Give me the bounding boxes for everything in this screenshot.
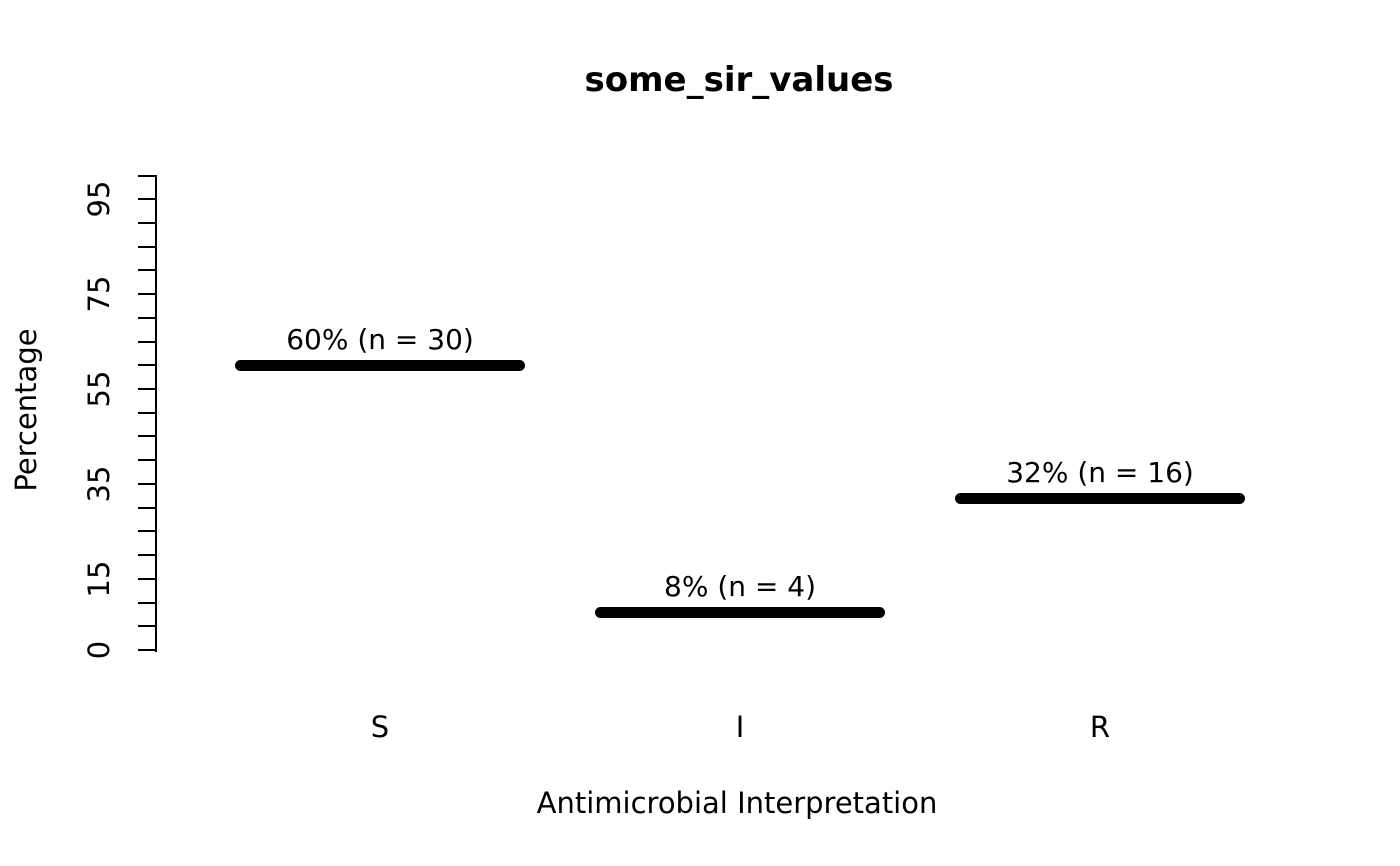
y-axis-tick [138,530,157,533]
y-axis-line [155,175,157,652]
bar-value-label-I: 8% (n = 4) [664,570,816,604]
y-axis-tick [138,364,157,367]
bar-R [955,492,1245,504]
y-axis-tick [138,174,157,177]
y-axis-tick [138,601,157,604]
y-axis-tick [138,482,157,485]
y-axis-tick [138,649,157,651]
y-axis-tick [138,388,157,391]
bar-I [595,606,885,618]
y-axis-tick [138,554,157,557]
bar-value-label-S: 60% (n = 30) [286,323,474,357]
bar-S [235,359,525,371]
y-axis-tick [138,459,157,462]
y-axis-tick-label: 95 [82,180,116,218]
y-axis-tick [138,198,157,201]
x-category-label-R: R [1089,710,1111,744]
y-axis-tick [138,316,157,319]
x-category-label-I: I [735,710,745,744]
x-category-label-S: S [370,710,390,744]
y-axis-tick-label: 35 [82,465,116,503]
y-axis-tick [138,506,157,509]
chart-title: some_sir_values [584,60,894,100]
bar-value-label-R: 32% (n = 16) [1006,456,1194,490]
y-axis-tick-label: 75 [82,275,116,313]
y-axis-tick [138,625,157,628]
y-axis-tick-label: 15 [82,560,116,598]
y-axis-tick [138,577,157,580]
y-axis-tick [138,435,157,438]
y-axis-tick [138,293,157,296]
y-axis-tick [138,245,157,248]
y-axis-tick [138,411,157,414]
y-axis-tick [138,340,157,343]
y-axis-tick [138,269,157,272]
y-axis-tick [138,221,157,224]
y-axis-tick-label: 55 [82,370,116,408]
y-axis-tick-label: 0 [82,640,116,660]
x-axis-title: Antimicrobial Interpretation [536,786,938,820]
